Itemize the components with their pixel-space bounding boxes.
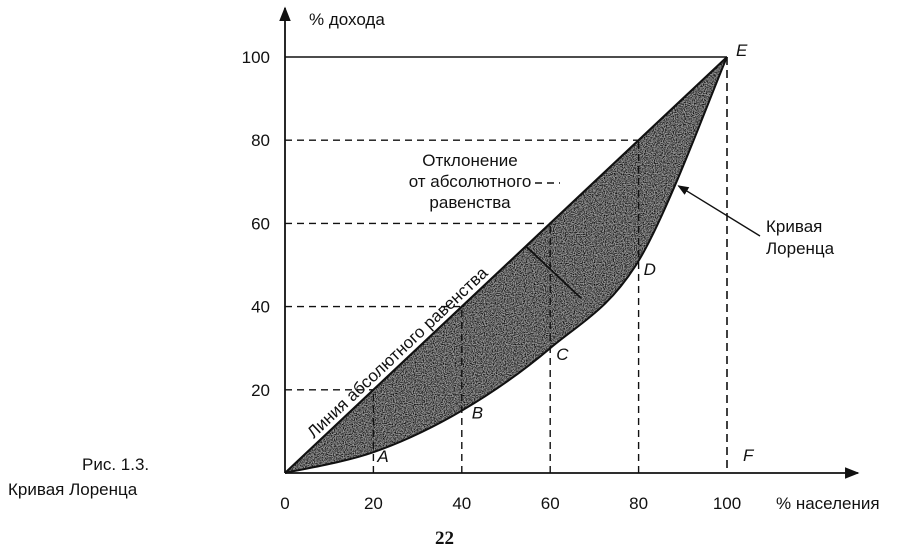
x-tick-label: 60 — [541, 494, 560, 513]
deviation-label-line1: Отклонение — [422, 151, 517, 170]
y-tick-label: 60 — [251, 214, 270, 233]
point-labels: A B C D E F — [376, 41, 755, 466]
point-label-D: D — [644, 260, 656, 279]
y-axis-label: % дохода — [309, 10, 385, 29]
y-tick-label: 100 — [242, 48, 270, 67]
x-tick-label: 20 — [364, 494, 383, 513]
figure-caption-number: Рис. 1.3. — [82, 455, 150, 474]
deviation-segment — [525, 245, 582, 299]
x-axis-label: % населения — [776, 494, 880, 513]
deviation-label-line2: от абсолютного — [409, 172, 532, 191]
x-tick-label: 40 — [452, 494, 471, 513]
figure-caption-title: Кривая Лоренца — [8, 480, 138, 499]
guide-lines — [285, 139, 640, 473]
point-label-F: F — [743, 446, 755, 465]
y-tick-label: 40 — [251, 298, 270, 317]
point-label-E: E — [736, 41, 748, 60]
x-tick-labels: 0 20 40 60 80 100 — [280, 494, 741, 513]
x-tick-label: 0 — [280, 494, 289, 513]
series-line-lorenz — [284, 56, 728, 474]
point-label-B: B — [472, 404, 483, 423]
lorenz-arrow — [677, 185, 761, 237]
y-tick-labels: 20 40 60 80 100 — [242, 48, 270, 400]
page-number: 22 — [435, 528, 454, 549]
point-label-A: A — [376, 447, 388, 466]
x-tick-label: 80 — [629, 494, 648, 513]
series-line-equality — [284, 56, 728, 474]
lorenz-label-line2: Лоренца — [766, 239, 835, 258]
deviation-label-line3: равенства — [429, 193, 511, 212]
y-tick-label: 80 — [251, 131, 270, 150]
point-label-C: C — [556, 345, 569, 364]
y-tick-label: 20 — [251, 381, 270, 400]
lorenz-label-line1: Кривая — [766, 217, 822, 236]
x-tick-label: 100 — [713, 494, 741, 513]
